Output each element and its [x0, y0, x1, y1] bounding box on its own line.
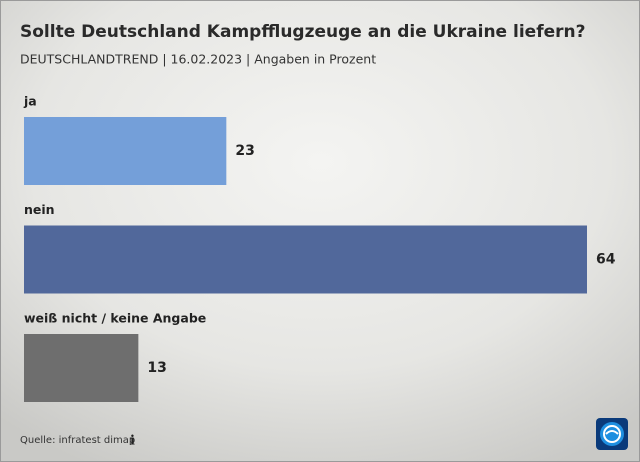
value-label: 13	[147, 360, 166, 376]
source: Quelle: infratest dimap	[20, 435, 135, 446]
value-label: 64	[596, 252, 616, 268]
bar	[24, 334, 139, 402]
info-icon[interactable]: i	[130, 434, 135, 449]
chart-subtitle: DEUTSCHLANDTREND | 16.02.2023 | Angaben …	[20, 52, 376, 67]
logo	[596, 418, 628, 450]
bar	[24, 117, 227, 185]
chart-title: Sollte Deutschland Kampfflugzeuge an die…	[20, 22, 585, 42]
value-label: 23	[235, 143, 254, 159]
category-label: nein	[24, 202, 55, 217]
bar	[24, 225, 587, 294]
category-label: ja	[23, 94, 37, 109]
category-label: weiß nicht / keine Angabe	[24, 311, 206, 326]
